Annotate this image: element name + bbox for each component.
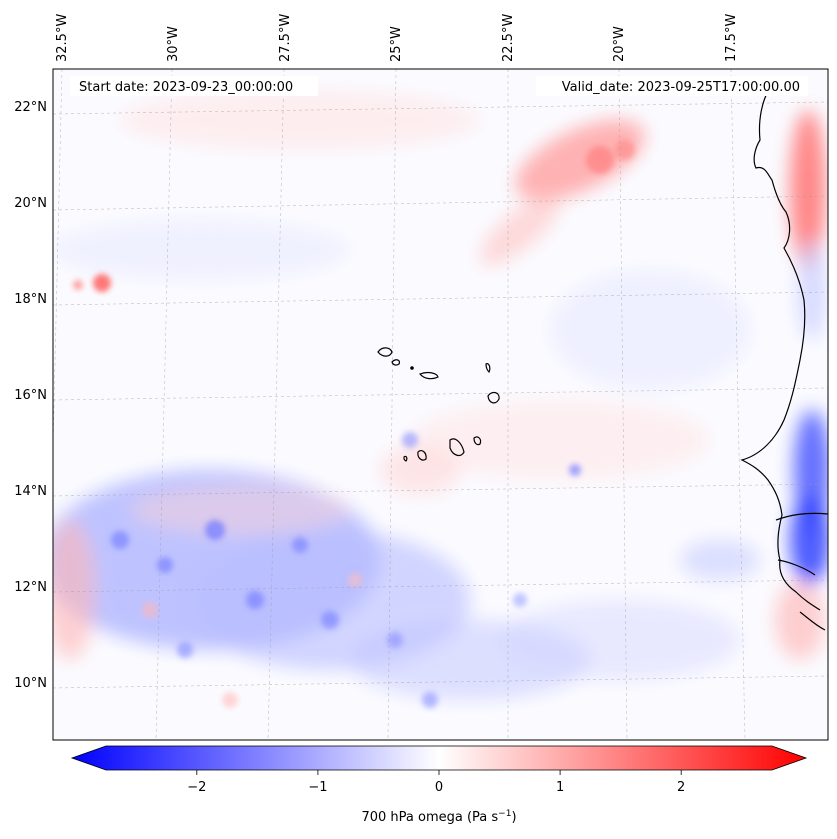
colorbar-tick-label: −1 <box>308 780 327 795</box>
valid-date-label: Valid_date: 2023-09-25T17:00:00.00 <box>562 80 800 95</box>
lon-tick-labels: 32.5°W 30°W 27.5°W 25°W 22.5°W 20°W 17.5… <box>55 14 739 62</box>
omega-speckles <box>73 140 635 708</box>
lat-label-20n: 20°N <box>14 196 47 211</box>
coastlines <box>740 87 828 631</box>
colorbar-tick-label: 1 <box>556 780 564 795</box>
lat-tick-labels: 22°N 20°N 18°N 16°N 14°N 12°N 10°N <box>14 100 47 691</box>
cape-verde-islands <box>377 347 500 462</box>
start-date-label: Start date: 2023-09-23_00:00:00 <box>79 80 293 95</box>
lon-label-22-5w: 22.5°W <box>501 14 516 62</box>
map-panel <box>53 69 828 740</box>
lon-label-17-5w: 17.5°W <box>724 14 739 62</box>
lat-label-14n: 14°N <box>14 484 47 499</box>
lon-label-32-5w: 32.5°W <box>55 14 70 62</box>
valid-date-box <box>536 76 808 96</box>
lon-label-25w: 25°W <box>389 26 404 62</box>
map-frame <box>52 68 829 741</box>
colorbar: −2 −1 0 1 2 700 hPa omega (Pa s−1) <box>70 745 808 825</box>
colorbar-ticks: −2 −1 0 1 2 <box>187 770 685 795</box>
lon-label-20w: 20°W <box>612 26 627 62</box>
colorbar-bar <box>70 745 808 771</box>
lon-label-30w: 30°W <box>166 26 181 62</box>
colorbar-tick-label: −2 <box>187 780 206 795</box>
graticule <box>53 69 828 740</box>
lat-label-10n: 10°N <box>14 676 47 691</box>
lat-label-22n: 22°N <box>14 100 47 115</box>
lat-label-12n: 12°N <box>14 580 47 595</box>
lat-label-16n: 16°N <box>14 388 47 403</box>
colorbar-tick-label: 0 <box>435 780 443 795</box>
lat-label-18n: 18°N <box>14 292 47 307</box>
colorbar-label: 700 hPa omega (Pa s−1) <box>361 809 516 825</box>
omega-field <box>53 90 828 700</box>
start-date-box <box>70 76 318 96</box>
lon-label-27-5w: 27.5°W <box>278 14 293 62</box>
colorbar-tick-label: 2 <box>677 780 685 795</box>
